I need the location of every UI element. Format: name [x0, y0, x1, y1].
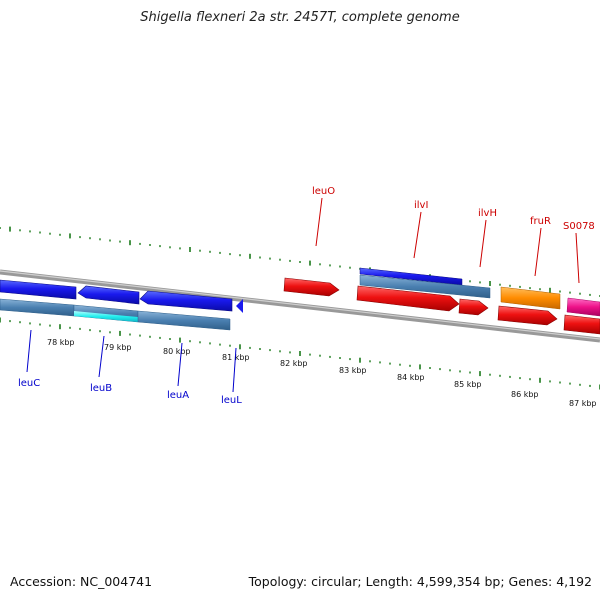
ilvI-callout-line: [413, 211, 422, 259]
scale-label-79: 79 kbp: [104, 343, 132, 352]
gene-leuC-arrow[interactable]: [0, 279, 77, 300]
gene-leuB-arrow[interactable]: [77, 285, 140, 305]
gene-ilvH-arrow[interactable]: [458, 298, 489, 316]
minus-strand-genes: [0, 279, 243, 331]
map-title: Shigella flexneri 2a str. 2457T, complet…: [140, 10, 460, 25]
scale-label-86: 86 kbp: [511, 390, 539, 399]
leuA-callout-line: [177, 342, 183, 387]
gene-label-leuL[interactable]: leuL: [221, 395, 242, 406]
scale-label-78: 78 kbp: [47, 338, 75, 347]
ilvH-callout-line: [479, 219, 487, 268]
scale-label-83: 83 kbp: [339, 366, 367, 375]
gene-label-leuO[interactable]: leuO: [312, 186, 335, 197]
gene-label-fruR[interactable]: fruR: [530, 216, 551, 227]
S0078-callout-line: [575, 232, 580, 284]
gene-label-ilvH[interactable]: ilvH: [478, 208, 497, 219]
leuB-cyan-feature[interactable]: [74, 311, 138, 322]
scale-label-84: 84 kbp: [397, 373, 425, 382]
plus-gene-labels: leuO ilvI ilvH fruR S0078: [312, 186, 595, 284]
scale-label-85: 85 kbp: [454, 380, 482, 389]
leuC-callout-line: [26, 329, 32, 373]
leuC-feature-band[interactable]: [0, 298, 75, 317]
leuL-callout-line: [232, 347, 237, 393]
gene-fruR-arrow[interactable]: [497, 305, 558, 326]
fruR-feature-band[interactable]: [500, 286, 561, 310]
lower-tick-track: [0, 317, 600, 390]
plus-strand-genes: [283, 267, 600, 335]
gene-S0078-arrow[interactable]: [563, 314, 600, 335]
gene-leuO-arrow[interactable]: [283, 277, 340, 297]
gene-label-leuA[interactable]: leuA: [167, 390, 189, 401]
scale-labels: 78 kbp 79 kbp 80 kbp 81 kbp 82 kbp 83 kb…: [47, 338, 597, 408]
genome-backbone: [0, 269, 600, 343]
minus-gene-labels: leuC leuB leuA leuL: [18, 329, 242, 406]
gene-label-S0078[interactable]: S0078: [563, 221, 595, 232]
gene-label-ilvI[interactable]: ilvI: [414, 200, 428, 211]
S0078-feature-band[interactable]: [566, 297, 600, 317]
gene-label-leuB[interactable]: leuB: [90, 383, 112, 394]
gene-label-leuC[interactable]: leuC: [18, 378, 40, 389]
genome-summary-text: Topology: circular; Length: 4,599,354 bp…: [248, 574, 592, 589]
ilvIH-steel-band[interactable]: [359, 274, 491, 299]
fruR-callout-line: [534, 227, 542, 277]
gene-leuA-arrow[interactable]: [139, 290, 233, 312]
leuB-callout-line: [98, 335, 105, 378]
scale-label-80: 80 kbp: [163, 347, 191, 356]
accession-text: Accession: NC_004741: [10, 574, 153, 589]
leuO-callout-line: [315, 197, 323, 247]
gene-ilvI-arrow[interactable]: [356, 285, 460, 312]
leuA-feature-band[interactable]: [137, 310, 231, 331]
scale-label-82: 82 kbp: [280, 359, 308, 368]
scale-label-87: 87 kbp: [569, 399, 597, 408]
gene-leuL-arrow[interactable]: [236, 299, 243, 313]
genome-backbone-highlight: [0, 270, 600, 340]
